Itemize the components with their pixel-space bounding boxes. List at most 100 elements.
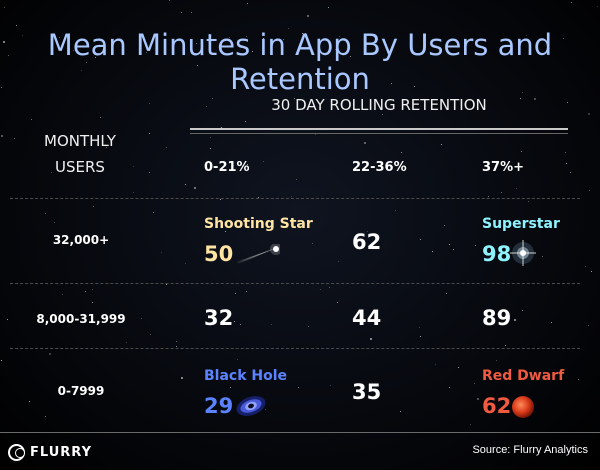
background-star xyxy=(133,166,134,167)
background-star xyxy=(305,33,306,34)
background-star xyxy=(271,324,272,325)
background-star xyxy=(526,35,527,36)
background-star xyxy=(571,2,572,3)
background-star xyxy=(221,127,222,128)
background-star xyxy=(401,152,402,153)
background-star xyxy=(563,38,564,39)
background-star xyxy=(59,37,60,38)
monthly-users-line2: USERS xyxy=(55,158,105,176)
background-star xyxy=(449,244,450,245)
background-star xyxy=(414,86,415,87)
background-star xyxy=(86,62,87,63)
background-star xyxy=(377,39,378,40)
background-star xyxy=(578,379,579,380)
background-star xyxy=(263,161,264,162)
background-star xyxy=(350,56,351,57)
background-star xyxy=(453,249,454,250)
background-star xyxy=(283,39,284,40)
background-star xyxy=(298,387,299,388)
background-star xyxy=(16,25,17,26)
background-star xyxy=(62,294,63,295)
flurry-logo-text: FLURRY xyxy=(30,444,92,460)
background-star xyxy=(141,318,142,319)
background-star xyxy=(551,322,552,323)
background-star xyxy=(522,92,523,93)
background-star xyxy=(291,196,292,197)
background-star xyxy=(444,225,445,226)
background-star xyxy=(247,3,248,4)
background-star xyxy=(320,289,321,290)
background-star xyxy=(14,138,15,139)
background-star xyxy=(73,50,74,51)
background-star xyxy=(521,151,522,152)
background-star xyxy=(92,289,93,290)
background-star xyxy=(288,28,289,29)
superstar-icon xyxy=(510,240,536,266)
background-star xyxy=(54,222,55,223)
background-star xyxy=(150,334,151,335)
value-32000-plus-22-36: 62 xyxy=(352,230,382,254)
background-star xyxy=(449,387,450,388)
background-star xyxy=(247,164,248,165)
background-star xyxy=(470,424,471,425)
background-star xyxy=(96,40,97,41)
background-star xyxy=(258,197,259,198)
background-star xyxy=(81,70,82,71)
background-star xyxy=(312,243,313,244)
background-star xyxy=(4,7,5,8)
column-header-0-21: 0-21% xyxy=(204,160,250,175)
background-star xyxy=(514,319,516,321)
background-star xyxy=(1,360,2,361)
background-star xyxy=(328,7,329,8)
page-title: Mean Minutes in App By Users and Retenti… xyxy=(47,28,553,96)
row-label-32000-plus: 32,000+ xyxy=(52,233,110,247)
value-0-7999-0-21: 29 xyxy=(204,394,234,418)
flurry-logo-icon xyxy=(8,443,25,461)
background-star xyxy=(252,51,253,52)
background-star xyxy=(126,342,127,343)
background-star xyxy=(420,239,421,240)
background-star xyxy=(230,387,231,388)
background-star xyxy=(566,163,567,164)
background-star xyxy=(505,345,506,346)
value-32000-plus-0-21: 50 xyxy=(204,242,234,266)
background-star xyxy=(3,41,5,43)
background-star xyxy=(522,310,523,311)
background-star xyxy=(194,187,196,189)
red-dwarf-label: Red Dwarf xyxy=(482,368,565,384)
background-star xyxy=(339,53,340,54)
background-star xyxy=(220,199,221,200)
background-star xyxy=(542,256,543,257)
background-star xyxy=(520,98,521,99)
background-star xyxy=(330,385,331,386)
background-star xyxy=(100,117,101,118)
value-32000-plus-37-plus: 98 xyxy=(482,242,512,266)
red-dwarf-icon xyxy=(512,396,534,418)
background-star xyxy=(329,287,330,288)
background-star xyxy=(1,87,2,88)
value-8000-31999-37-plus: 89 xyxy=(482,306,512,330)
background-star xyxy=(166,284,167,285)
value-8000-31999-0-21: 32 xyxy=(204,306,234,330)
background-star xyxy=(181,12,182,13)
background-star xyxy=(458,367,459,368)
background-star xyxy=(364,142,366,144)
background-star xyxy=(209,34,210,35)
background-star xyxy=(420,336,421,337)
background-star xyxy=(197,65,198,66)
shooting-star-icon xyxy=(236,244,280,264)
background-star xyxy=(94,239,95,240)
background-star xyxy=(315,134,316,135)
background-star xyxy=(474,383,475,384)
background-star xyxy=(185,184,186,185)
background-star xyxy=(488,196,489,197)
background-star xyxy=(567,102,568,103)
flurry-logo: FLURRY xyxy=(8,440,92,464)
row-label-8000-31999: 8,000-31,999 xyxy=(36,312,126,326)
background-star xyxy=(93,206,94,207)
background-star xyxy=(210,148,211,149)
background-star xyxy=(338,261,339,262)
value-0-7999-22-36: 35 xyxy=(352,380,382,404)
background-star xyxy=(382,114,383,115)
row-divider xyxy=(10,283,580,284)
